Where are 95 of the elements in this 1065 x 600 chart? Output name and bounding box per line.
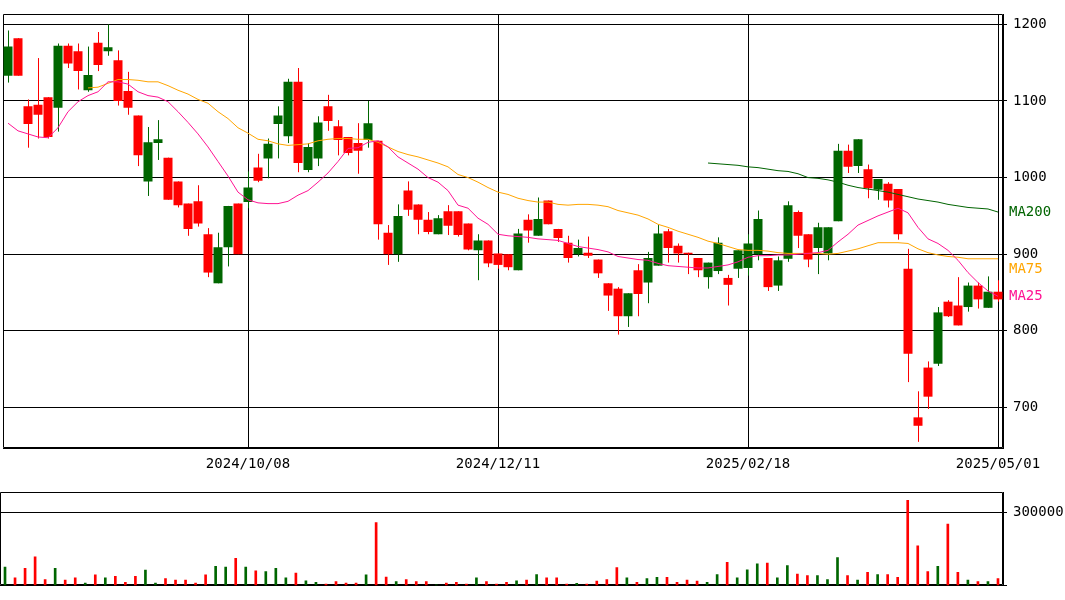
candlestick	[843, 144, 853, 174]
candlestick	[83, 46, 93, 93]
candlestick	[103, 23, 113, 57]
bar	[214, 565, 217, 586]
bar	[224, 566, 228, 586]
y-tick-label: 300000	[1013, 502, 1064, 519]
bar	[144, 569, 147, 586]
candlestick	[623, 292, 633, 328]
candlestick	[533, 196, 543, 237]
candlestick	[93, 31, 103, 72]
bar	[535, 574, 538, 586]
candlestick	[863, 164, 873, 199]
candlestick	[963, 282, 973, 313]
candlestick	[253, 153, 263, 183]
bar	[274, 568, 278, 586]
bar	[786, 565, 789, 586]
bar	[264, 571, 268, 586]
candlestick	[323, 94, 333, 132]
bar	[735, 577, 739, 586]
candlestick	[523, 213, 533, 244]
x-tick-label: 2024/12/11	[455, 455, 541, 472]
bar	[485, 581, 488, 586]
candlestick	[473, 233, 483, 281]
candlestick	[263, 138, 273, 179]
bar	[515, 580, 518, 586]
bar	[876, 574, 879, 586]
bar	[796, 573, 799, 586]
bar	[404, 579, 408, 586]
bar	[826, 579, 829, 586]
candlestick	[583, 236, 593, 259]
bar	[525, 579, 528, 586]
bar	[916, 545, 920, 586]
x-tick-label: 2025/05/01	[955, 455, 1041, 472]
y-tick-label: 1100	[1013, 91, 1047, 108]
y-tick-label: 1200	[1013, 15, 1047, 31]
bar	[886, 574, 889, 586]
bar	[505, 582, 508, 586]
bar	[555, 577, 558, 586]
bar	[926, 571, 930, 586]
bar	[93, 574, 97, 586]
bar	[725, 561, 729, 586]
candlestick	[383, 224, 393, 266]
bar	[103, 577, 107, 586]
bar	[124, 582, 127, 586]
bar	[816, 575, 819, 586]
bar	[765, 562, 769, 586]
bar	[455, 582, 458, 586]
bar	[114, 575, 117, 586]
candlestick	[873, 178, 883, 201]
candlestick	[633, 263, 643, 317]
bar	[184, 579, 187, 586]
candlestick	[913, 390, 923, 443]
bar	[836, 557, 839, 586]
bar	[896, 576, 900, 586]
bar	[63, 579, 67, 586]
bar	[866, 572, 869, 586]
bar	[755, 563, 759, 586]
bar	[164, 578, 167, 586]
bar	[174, 579, 177, 586]
series-label: MA25	[1009, 286, 1043, 303]
y-tick-label: 900	[1013, 244, 1039, 261]
x-tick-label: 2025/02/18	[705, 455, 791, 472]
candlestick	[983, 275, 993, 309]
y-tick-label: 1000	[1013, 168, 1047, 185]
bar	[936, 565, 940, 586]
bar	[846, 575, 849, 586]
bar	[134, 575, 137, 586]
bar	[776, 577, 779, 586]
y-tick-label: 800	[1013, 321, 1039, 338]
candlestick	[563, 235, 573, 264]
candlestick	[723, 274, 733, 307]
bar	[745, 569, 749, 586]
bar	[595, 580, 599, 586]
candlestick	[973, 282, 983, 310]
bar	[204, 574, 207, 586]
bar	[545, 577, 548, 586]
series-label: MA200	[1009, 202, 1052, 219]
candlestick	[423, 211, 433, 235]
series-label: MA75	[1009, 259, 1043, 276]
bar	[424, 581, 428, 586]
bar	[73, 577, 77, 586]
bar	[806, 575, 809, 586]
x-tick-label: 2024/10/08	[205, 455, 291, 472]
bar	[414, 581, 418, 586]
bar	[605, 579, 609, 586]
bar	[856, 579, 859, 586]
bar	[234, 558, 238, 586]
bar	[906, 499, 910, 586]
bar	[394, 581, 398, 586]
bar	[575, 583, 579, 586]
bar	[475, 577, 478, 586]
bar	[254, 570, 258, 586]
y-tick-label: 700	[1013, 398, 1039, 415]
candlestick	[363, 100, 373, 149]
bar	[244, 566, 248, 586]
